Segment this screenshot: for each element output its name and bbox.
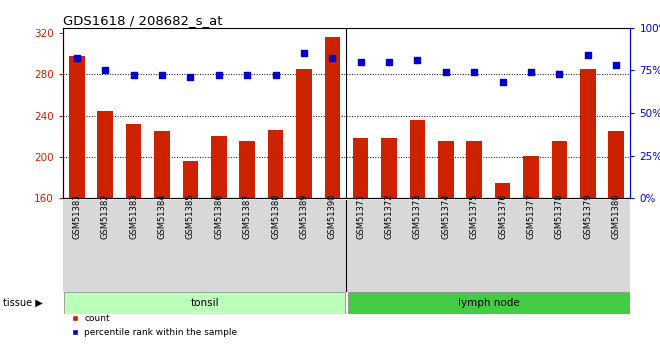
Bar — [381, 138, 397, 198]
Text: tonsil: tonsil — [190, 298, 219, 308]
Point — [383, 59, 394, 65]
Point — [242, 73, 252, 78]
Point — [469, 69, 479, 75]
Point — [270, 73, 280, 78]
Point — [554, 71, 564, 77]
Bar — [348, 292, 629, 314]
Point — [213, 73, 224, 78]
Point — [327, 56, 337, 61]
Bar — [410, 120, 425, 198]
Text: tissue ▶: tissue ▶ — [3, 298, 43, 308]
Point — [412, 57, 422, 63]
Bar — [609, 131, 624, 198]
Point — [497, 79, 508, 85]
Bar — [495, 183, 510, 198]
Text: GDS1618 / 208682_s_at: GDS1618 / 208682_s_at — [63, 14, 222, 27]
Bar — [296, 69, 312, 198]
Bar — [580, 69, 595, 198]
Bar — [69, 56, 84, 198]
Legend: count, percentile rank within the sample: count, percentile rank within the sample — [67, 311, 241, 341]
Point — [185, 75, 195, 80]
Bar — [552, 141, 567, 198]
Bar — [325, 37, 340, 198]
Point — [610, 62, 621, 68]
Bar — [98, 111, 113, 198]
Bar — [183, 161, 198, 198]
Point — [156, 73, 167, 78]
Bar — [467, 141, 482, 198]
Bar — [523, 156, 539, 198]
Bar — [211, 136, 226, 198]
Point — [298, 50, 309, 56]
Point — [72, 56, 82, 61]
Bar — [154, 131, 170, 198]
Text: lymph node: lymph node — [457, 298, 519, 308]
Point — [355, 59, 366, 65]
Point — [440, 69, 451, 75]
Point — [582, 52, 593, 58]
Bar — [126, 124, 141, 198]
Bar — [240, 141, 255, 198]
Bar — [64, 292, 345, 314]
Bar — [353, 138, 368, 198]
Bar — [268, 130, 283, 198]
Point — [525, 69, 536, 75]
Point — [100, 68, 111, 73]
Point — [128, 73, 139, 78]
Bar — [438, 141, 453, 198]
